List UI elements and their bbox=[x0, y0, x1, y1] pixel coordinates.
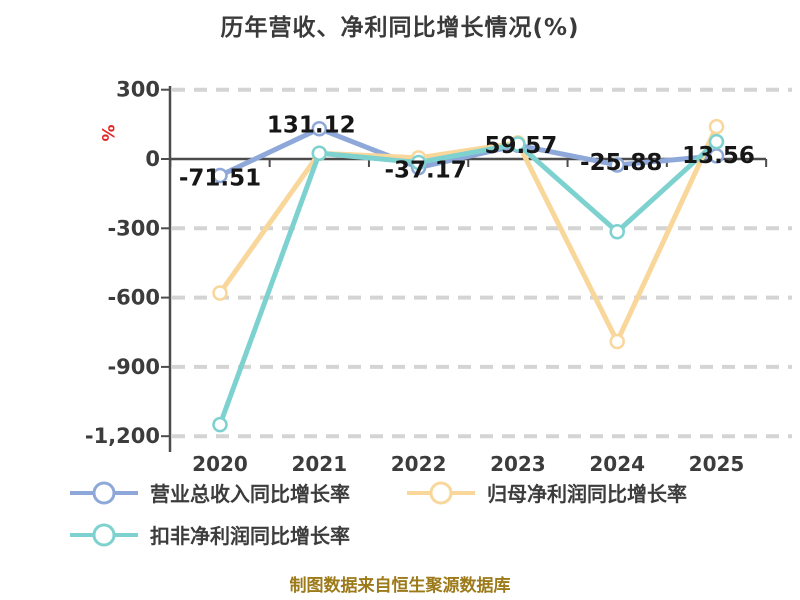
data-point-label: 13.56 bbox=[682, 143, 755, 169]
data-point-marker[interactable] bbox=[311, 120, 328, 137]
legend-label: 扣非净利润同比增长率 bbox=[150, 524, 350, 548]
y-tick-label: 0 bbox=[145, 147, 160, 171]
series-line bbox=[217, 126, 719, 179]
data-point-label: -25.88 bbox=[580, 150, 662, 176]
legend-marker-line-dot-icon bbox=[70, 523, 138, 546]
x-category-label: 2022 bbox=[391, 452, 447, 476]
data-point-label: -71.51 bbox=[179, 166, 261, 192]
y-tick-label: -1,200 bbox=[85, 424, 160, 448]
series-line bbox=[217, 124, 719, 344]
legend-label: 营业总收入同比增长率 bbox=[150, 482, 350, 506]
series-line bbox=[217, 139, 719, 428]
data-point-marker[interactable] bbox=[311, 145, 328, 161]
data-point-marker[interactable] bbox=[212, 416, 228, 433]
data-point-marker[interactable] bbox=[609, 224, 625, 240]
data-source-note: 制图数据来自恒生聚源数据库 bbox=[289, 576, 511, 596]
x-category-label: 2020 bbox=[192, 452, 248, 476]
data-point-label: 59.57 bbox=[485, 133, 558, 159]
data-point-label: -37.17 bbox=[384, 158, 466, 184]
legend-item-net-profit-yoy[interactable]: 归母净利润同比增长率 bbox=[405, 478, 687, 507]
data-point-marker[interactable] bbox=[510, 136, 526, 152]
x-category-label: 2023 bbox=[490, 452, 546, 476]
data-point-label: 131.12 bbox=[267, 113, 356, 139]
data-point-marker[interactable] bbox=[410, 154, 427, 171]
legend-label: 归母净利润同比增长率 bbox=[487, 482, 687, 506]
x-category-label: 2025 bbox=[689, 452, 745, 476]
y-tick-label: -300 bbox=[107, 216, 160, 240]
data-point-marker[interactable] bbox=[609, 333, 625, 350]
x-category-label: 2024 bbox=[589, 452, 645, 476]
legend-item-total-revenue-yoy[interactable]: 营业总收入同比增长率 bbox=[68, 478, 350, 507]
data-point-marker[interactable] bbox=[212, 285, 228, 301]
data-point-marker[interactable] bbox=[708, 133, 725, 150]
y-tick-label: -600 bbox=[107, 286, 160, 310]
x-category-label: 2021 bbox=[291, 452, 347, 476]
data-point-marker[interactable] bbox=[609, 157, 625, 173]
legend-marker-line-dot-icon bbox=[407, 481, 475, 504]
data-point-marker[interactable] bbox=[708, 118, 725, 135]
legend-marker-line-dot-icon bbox=[70, 481, 138, 504]
y-tick-label: -900 bbox=[107, 355, 160, 379]
chart-title: 历年营收、净利同比增长情况(%) bbox=[220, 15, 580, 41]
legend-item-deducted-net-profit-yoy[interactable]: 扣非净利润同比增长率 bbox=[68, 520, 350, 549]
y-tick-label: 300 bbox=[116, 78, 160, 102]
data-point-marker[interactable] bbox=[212, 167, 228, 184]
